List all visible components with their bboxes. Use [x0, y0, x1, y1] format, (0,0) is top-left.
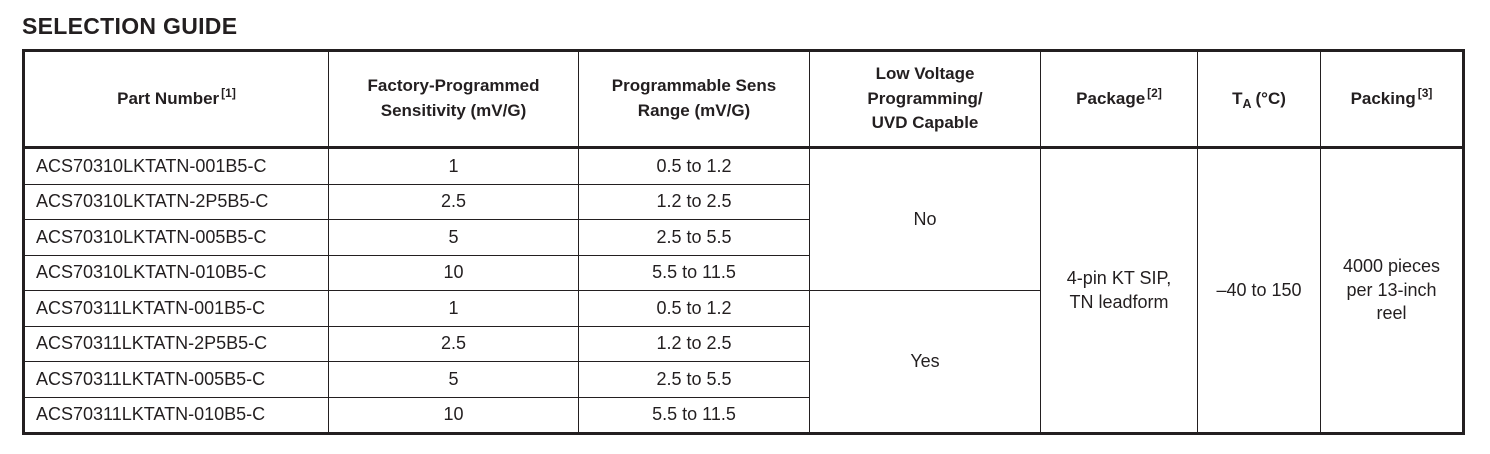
range-cell: 1.2 to 2.5: [578, 325, 810, 362]
sensitivity-cell: 1: [328, 147, 579, 185]
part-number-cell: ACS70311LKTATN-005B5-C: [23, 361, 329, 398]
range-cell: 5.5 to 11.5: [578, 396, 810, 434]
table-row: ACS70311LKTATN-001B5-C 1 0.5 to 1.2 Yes: [23, 290, 1464, 434]
col-header-part-number: Part Number [1]: [23, 50, 329, 149]
table-row: ACS70310LKTATN-010B5-C 10 5.5 to 11.5: [23, 254, 1464, 291]
part-number-cell: ACS70311LKTATN-2P5B5-C: [23, 325, 329, 362]
sensitivity-cell: 1: [328, 290, 579, 327]
col-header-range: Programmable Sens Range (mV/G): [578, 50, 810, 149]
part-number-cell: ACS70310LKTATN-2P5B5-C: [23, 183, 329, 220]
col-header-sensitivity: Factory-Programmed Sensitivity (mV/G): [328, 50, 579, 149]
footnote-ref-2: [2]: [1147, 86, 1162, 101]
table-row: ACS70311LKTATN-2P5B5-C 2.5 1.2 to 2.5: [23, 325, 1464, 362]
sensitivity-cell: 10: [328, 254, 579, 291]
col-header-lvp: Low Voltage Programming/ UVD Capable: [809, 50, 1041, 149]
package-cell: 4-pin KT SIP, TN leadform: [1040, 147, 1198, 434]
selection-guide-table: Part Number [1] Factory-Programmed Sensit…: [22, 49, 1465, 435]
page: SELECTION GUIDE Part Number [1] Factory-P…: [22, 13, 1465, 435]
sensitivity-cell: 10: [328, 396, 579, 434]
table-row: ACS70310LKTATN-2P5B5-C 2.5 1.2 to 2.5: [23, 183, 1464, 220]
col-header-ta-unit: (°C): [1255, 88, 1286, 108]
ta-cell: –40 to 150: [1197, 147, 1321, 434]
page-title: SELECTION GUIDE: [22, 13, 238, 39]
part-number-cell: ACS70310LKTATN-010B5-C: [23, 254, 329, 291]
part-number-cell: ACS70311LKTATN-010B5-C: [23, 396, 329, 434]
table-row: ACS70310LKTATN-005B5-C 5 2.5 to 5.5: [23, 219, 1464, 256]
sensitivity-cell: 5: [328, 361, 579, 398]
header-row: Part Number [1] Factory-Programmed Sensit…: [23, 50, 1464, 149]
packing-cell: 4000 pieces per 13-inch reel: [1320, 147, 1464, 434]
col-header-ta: TA (°C): [1197, 50, 1321, 149]
range-cell: 0.5 to 1.2: [578, 290, 810, 327]
part-number-cell: ACS70311LKTATN-001B5-C: [23, 290, 329, 327]
lvp-yes-cell: Yes: [809, 290, 1041, 434]
range-cell: 5.5 to 11.5: [578, 254, 810, 291]
col-header-part-number-label: Part Number: [117, 88, 220, 108]
sensitivity-cell: 2.5: [328, 183, 579, 220]
sensitivity-cell: 5: [328, 219, 579, 256]
range-cell: 1.2 to 2.5: [578, 183, 810, 220]
col-header-package: Package [2]: [1040, 50, 1198, 149]
sensitivity-cell: 2.5: [328, 325, 579, 362]
range-cell: 2.5 to 5.5: [578, 219, 810, 256]
part-number-cell: ACS70310LKTATN-001B5-C: [23, 147, 329, 185]
col-header-ta-subscript: A: [1242, 96, 1252, 111]
table-row: ACS70311LKTATN-010B5-C 10 5.5 to 11.5: [23, 396, 1464, 434]
col-header-packing-label: Packing: [1350, 88, 1416, 108]
col-header-ta-symbol: T: [1232, 88, 1243, 108]
col-header-package-label: Package: [1076, 88, 1146, 108]
col-header-packing: Packing [3]: [1320, 50, 1464, 149]
range-cell: 2.5 to 5.5: [578, 361, 810, 398]
range-cell: 0.5 to 1.2: [578, 147, 810, 185]
footnote-ref-3: [3]: [1417, 86, 1433, 101]
footnote-ref-1: [1]: [221, 86, 236, 101]
part-number-cell: ACS70310LKTATN-005B5-C: [23, 219, 329, 256]
table-row: ACS70310LKTATN-001B5-C 1 0.5 to 1.2 No 4…: [23, 147, 1464, 434]
lvp-no-cell: No: [809, 147, 1041, 291]
table-row: ACS70311LKTATN-005B5-C 5 2.5 to 5.5: [23, 361, 1464, 398]
